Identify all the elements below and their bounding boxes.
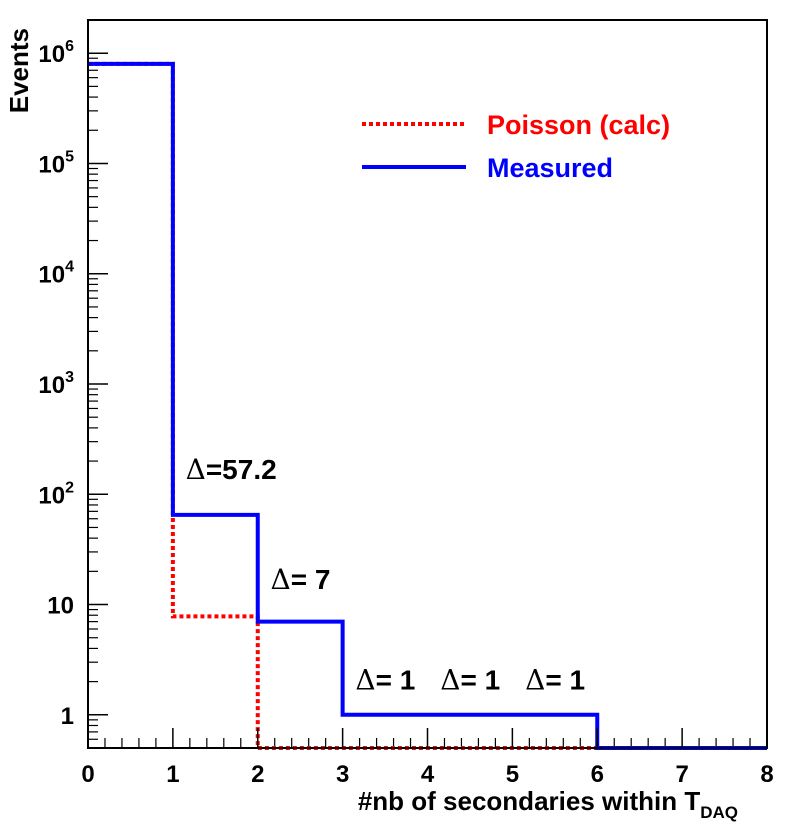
x-tick-label: 4 [421,761,435,788]
delta-annotation: Δ= 1 [440,663,500,696]
y-tick-label: 102 [38,479,74,509]
delta-annotation: Δ= 7 [270,563,330,596]
x-tick-label: 7 [675,761,688,788]
y-tick-label: 104 [38,259,74,289]
legend-label-measured: Measured [487,153,613,183]
y-tick-label: 106 [38,38,74,68]
y-tick-label: 10 [47,593,74,620]
x-tick-label: 1 [166,761,179,788]
x-axis: 0 1 2 3 4 5 6 7 8 [81,728,774,788]
minor-ticks [88,57,751,748]
delta-annotation: Δ= 1 [355,663,415,696]
y-tick-label: 105 [38,148,74,178]
x-tick-label: 2 [251,761,264,788]
x-tick-label: 0 [81,761,94,788]
x-axis-title-subscript: DAQ [700,803,738,822]
legend-label-poisson: Poisson (calc) [487,110,670,140]
y-tick-label: 1 [61,703,74,730]
x-axis-title-group: #nb of secondaries within TDAQ [358,786,738,822]
annotations: Δ=57.2 Δ= 7 Δ= 1 Δ= 1 Δ= 1 [186,453,585,696]
delta-annotation: Δ= 1 [525,663,585,696]
y-axis: 1 10 102 103 104 105 106 [38,38,108,730]
delta-annotation: Δ=57.2 [186,453,277,486]
x-tick-label: 3 [336,761,349,788]
y-axis-title: Events [4,28,34,113]
legend: Poisson (calc) Measured [362,110,670,183]
x-tick-label: 6 [591,761,604,788]
x-tick-label: 8 [760,761,773,788]
x-tick-label: 5 [506,761,519,788]
y-tick-label: 103 [38,369,74,399]
x-axis-title: #nb of secondaries within T [358,786,700,816]
